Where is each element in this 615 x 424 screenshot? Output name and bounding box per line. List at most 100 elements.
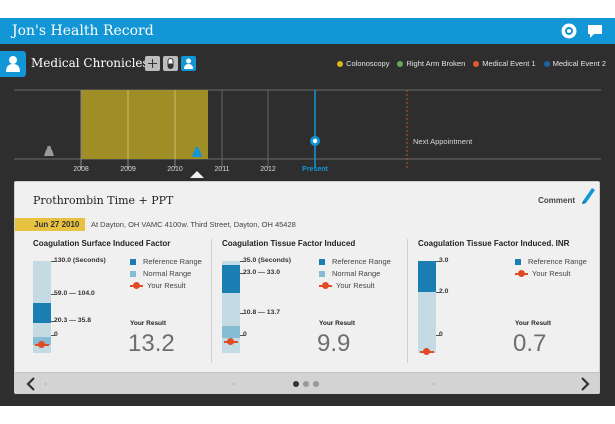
pill-icon xyxy=(167,58,174,69)
axis-max-label: 130.0 (Seconds) xyxy=(54,257,106,264)
reference-range-segment xyxy=(418,261,436,292)
doctor-event-icon-head xyxy=(195,147,199,151)
location-text: At Dayton, OH VAMC 4100w. Third Street, … xyxy=(91,220,296,229)
your-result-heading: Your Result xyxy=(319,320,355,327)
result-value: 13.2 xyxy=(128,330,175,357)
legend-label: Right Arm Broken xyxy=(406,59,466,68)
section-title: Medical Chronicles xyxy=(31,56,149,70)
year-label: 2008 xyxy=(73,166,89,173)
year-label: 2012 xyxy=(260,166,276,173)
your-result-heading: Your Result xyxy=(515,320,551,327)
timeline[interactable]: 2008 2009 2010 2011 2012 Present Next Ap… xyxy=(0,78,615,178)
result-marker xyxy=(224,338,238,345)
normal-swatch xyxy=(319,270,325,277)
result-panel: Coagulation Surface Induced Factor 130.0… xyxy=(33,239,219,369)
your-result-heading: Your Result xyxy=(130,320,166,327)
timeline-legend: Colonoscopy Right Arm Broken Medical Eve… xyxy=(337,59,606,68)
axis-zero-label: 0 xyxy=(243,331,247,338)
pencil-icon[interactable] xyxy=(579,185,597,205)
result-marker xyxy=(420,348,434,355)
legend-reference-label: Reference Range xyxy=(528,257,587,266)
result-marker xyxy=(35,341,49,348)
legend-item[interactable]: Right Arm Broken xyxy=(397,59,465,68)
axis-tick xyxy=(51,335,55,336)
app-window: Jon's Health Record Medical Chronicles xyxy=(0,18,615,406)
legend-normal: Normal Range xyxy=(319,269,380,278)
section-tab[interactable] xyxy=(0,51,26,77)
legend-reference: Reference Range xyxy=(130,257,202,266)
axis-tick xyxy=(436,292,440,293)
year-label: 2009 xyxy=(120,166,136,173)
previous-arrow-icon[interactable] xyxy=(23,376,39,392)
legend-result: Your Result xyxy=(130,281,186,290)
legend-item[interactable]: Medical Event 2 xyxy=(543,59,606,68)
panel-divider xyxy=(211,239,212,363)
range-bar xyxy=(33,261,51,353)
plus-icon xyxy=(148,59,157,68)
axis-tick xyxy=(240,273,244,274)
record-icon[interactable] xyxy=(560,22,578,40)
axis-tick xyxy=(51,261,55,262)
legend-normal-label: Normal Range xyxy=(332,269,381,278)
legend-reference: Reference Range xyxy=(319,257,391,266)
axis-tick xyxy=(51,294,55,295)
present-marker-center xyxy=(312,138,318,144)
result-value: 0.7 xyxy=(513,330,547,357)
reference-swatch xyxy=(130,258,136,265)
doctor-icon xyxy=(184,58,193,69)
reference-range-segment xyxy=(222,265,240,293)
card-title: Prothrombin Time + PPT xyxy=(33,194,174,207)
nav-separator xyxy=(233,383,234,385)
date-badge: Jun 27 2010 xyxy=(15,218,85,231)
axis-tick xyxy=(240,313,244,314)
add-button[interactable] xyxy=(145,56,160,71)
range-bar xyxy=(418,261,436,355)
next-arrow-icon[interactable] xyxy=(577,376,593,392)
doctor-event-icon[interactable] xyxy=(192,149,202,157)
colonoscopy-event-band[interactable] xyxy=(81,90,208,159)
nav-separator xyxy=(433,383,434,385)
axis-mid-label: 2.0 xyxy=(439,288,449,295)
result-value: 9.9 xyxy=(317,330,351,357)
legend-result-label: Your Result xyxy=(147,281,186,290)
reference-swatch xyxy=(319,258,325,265)
legend-result: Your Result xyxy=(515,269,571,278)
card-navigation xyxy=(15,372,599,394)
legend-label: Colonoscopy xyxy=(346,59,390,68)
medication-button[interactable] xyxy=(163,56,178,71)
person-event-icon-head xyxy=(47,146,51,150)
normal-range-label: 10.8 — 13.7 xyxy=(243,309,281,316)
normal-range-label: 20.3 — 35.8 xyxy=(54,317,92,324)
legend-result: Your Result xyxy=(319,281,375,290)
page-dot[interactable] xyxy=(313,381,319,387)
legend-item[interactable]: Colonoscopy xyxy=(337,59,389,68)
page-dot[interactable] xyxy=(293,381,299,387)
legend-item[interactable]: Medical Event 1 xyxy=(473,59,536,68)
year-label: 2010 xyxy=(167,166,183,173)
legend-reference-label: Reference Range xyxy=(332,257,391,266)
comment-button[interactable]: Comment xyxy=(538,196,575,205)
app-title: Jon's Health Record xyxy=(12,23,154,39)
next-appointment-label: Next Appointment xyxy=(413,137,473,146)
result-panel: Coagulation Tissue Factor Induced. INR 3… xyxy=(418,239,604,369)
legend-normal-label: Normal Range xyxy=(143,269,192,278)
axis-max-label: 35.0 (Seconds) xyxy=(243,257,291,264)
page-dot[interactable] xyxy=(303,381,309,387)
page-indicator xyxy=(293,381,319,387)
normal-swatch xyxy=(130,270,136,277)
normal-range-segment xyxy=(222,326,240,338)
panel-title: Coagulation Surface Induced Factor xyxy=(33,239,171,248)
reference-range-label: 23.0 — 33.0 xyxy=(243,269,281,276)
legend-label: Medical Event 1 xyxy=(482,59,536,68)
legend-label: Medical Event 2 xyxy=(552,59,606,68)
axis-tick xyxy=(436,335,440,336)
legend-normal: Normal Range xyxy=(130,269,191,278)
axis-tick xyxy=(51,321,55,322)
card-pointer xyxy=(190,171,204,178)
axis-tick xyxy=(436,261,440,262)
present-label: Present xyxy=(302,166,328,173)
chat-icon[interactable] xyxy=(586,22,604,40)
legend-dot xyxy=(337,60,344,67)
person-event-icon[interactable] xyxy=(44,148,54,156)
doctor-button[interactable] xyxy=(181,56,196,71)
